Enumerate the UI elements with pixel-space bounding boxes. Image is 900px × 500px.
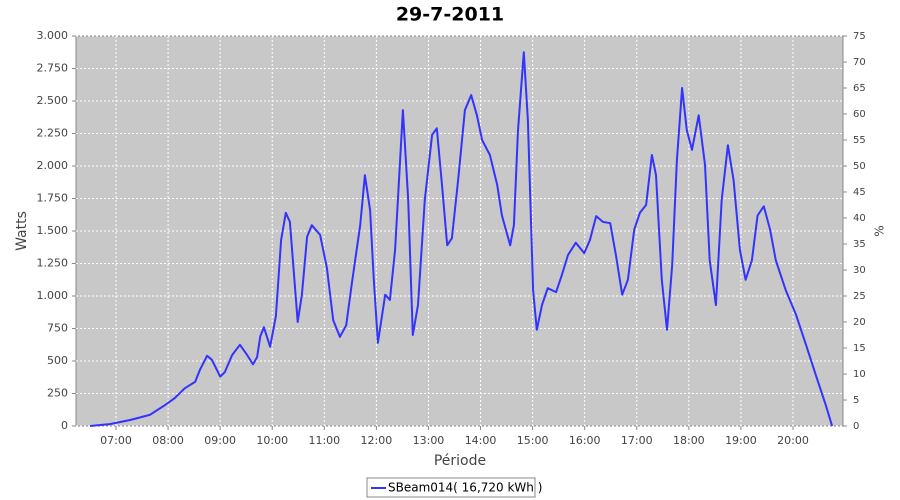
data-line <box>89 51 834 427</box>
y2-tick-label: 20 <box>853 317 866 328</box>
legend-label: SBeam014( 16,720 kWh ) <box>388 481 542 495</box>
y-tick-label: 1.750 <box>37 192 69 205</box>
y-tick-label: 2.750 <box>37 62 69 75</box>
x-tick-label: 13:00 <box>413 434 445 447</box>
y-tick-label: 2.500 <box>37 94 69 107</box>
y2-tick-label: 75 <box>853 31 866 42</box>
y2-tick-label: 45 <box>853 187 866 198</box>
x-tick-label: 14:00 <box>465 434 497 447</box>
x-tick-label: 19:00 <box>725 434 757 447</box>
y-tick-label: 750 <box>47 322 68 335</box>
y-tick-label: 500 <box>47 354 68 367</box>
y-tick-label: 1.250 <box>37 257 69 270</box>
y2-axis-label: % <box>873 225 887 236</box>
x-tick-label: 07:00 <box>100 434 132 447</box>
y-tick-label: 2.250 <box>37 127 69 140</box>
x-tick-label: 15:00 <box>517 434 549 447</box>
y-tick-label: 0 <box>61 419 68 432</box>
plot-area <box>75 35 844 427</box>
x-tick-label: 16:00 <box>569 434 601 447</box>
y2-tick-label: 50 <box>853 161 866 172</box>
x-axis-label: Période <box>434 453 486 469</box>
y2-tick-label: 35 <box>853 239 866 250</box>
x-tick-label: 08:00 <box>152 434 184 447</box>
y-tick-label: 1.500 <box>37 224 69 237</box>
y2-tick-label: 55 <box>853 135 866 146</box>
x-tick-label: 20:00 <box>777 434 809 447</box>
x-tick-label: 12:00 <box>361 434 393 447</box>
y2-tick-label: 65 <box>853 83 866 94</box>
y2-tick-label: 60 <box>853 109 866 120</box>
y2-tick-label: 10 <box>853 369 866 380</box>
y-tick-label: 1.000 <box>37 289 69 302</box>
y-tick-label: 250 <box>47 387 68 400</box>
y-axis-label: Watts <box>14 211 30 251</box>
y2-tick-label: 25 <box>853 291 866 302</box>
y-tick-label: 2.000 <box>37 159 69 172</box>
x-tick-label: 09:00 <box>204 434 236 447</box>
x-tick-label: 18:00 <box>673 434 705 447</box>
chart-title: 29-7-2011 <box>396 4 504 26</box>
x-tick-label: 17:00 <box>621 434 653 447</box>
y2-tick-label: 15 <box>853 343 866 354</box>
y-tick-label: 3.000 <box>37 29 69 42</box>
x-tick-label: 10:00 <box>256 434 288 447</box>
x-tick-label: 11:00 <box>308 434 340 447</box>
legend <box>366 477 536 498</box>
y2-tick-label: 0 <box>853 421 859 432</box>
y2-tick-label: 70 <box>853 57 866 68</box>
y2-tick-label: 30 <box>853 265 866 276</box>
y2-tick-label: 5 <box>853 395 859 406</box>
y2-tick-label: 40 <box>853 213 866 224</box>
